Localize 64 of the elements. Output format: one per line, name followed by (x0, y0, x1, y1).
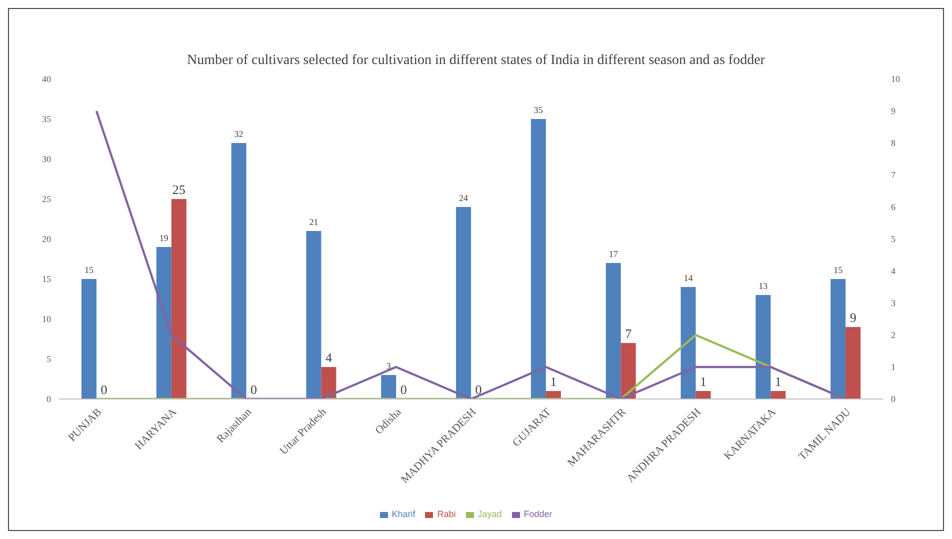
data-label: 21 (309, 217, 318, 227)
y2-tick-label: 9 (891, 106, 896, 116)
bar (171, 199, 186, 399)
y-tick-label: 30 (42, 154, 52, 164)
y-tick-label: 5 (46, 354, 52, 364)
data-label: 0 (250, 382, 258, 397)
y-tick-label: 20 (42, 234, 52, 244)
data-label: 9 (850, 310, 856, 325)
data-label: 0 (475, 382, 482, 397)
legend-label: Fodder (524, 509, 552, 519)
data-label: 3 (386, 361, 392, 371)
legend-label: Kharif (392, 509, 416, 519)
bar (530, 119, 546, 399)
data-label: 17 (608, 249, 618, 259)
bar (606, 263, 621, 399)
y-tick-label: 25 (42, 194, 52, 204)
bar (306, 231, 322, 399)
data-label: 1 (700, 374, 706, 389)
data-label: 13 (758, 281, 768, 291)
bar (456, 207, 472, 399)
data-label: 7 (625, 326, 632, 341)
y2-tick-label: 10 (891, 74, 900, 84)
y-tick-label: 40 (42, 74, 52, 84)
data-label: 1 (550, 374, 557, 389)
y2-tick-label: 6 (891, 202, 896, 212)
data-label: 19 (159, 233, 169, 243)
chart-title: Number of cultivars selected for cultivation in different states of India in different season and as fodder (186, 53, 766, 69)
legend-label: Jayad (478, 509, 502, 519)
y-tick-label: 35 (42, 114, 52, 124)
y2-tick-label: 2 (891, 330, 896, 340)
data-label: 0 (400, 382, 407, 397)
bar (231, 143, 246, 399)
bar (756, 295, 771, 399)
y2-tick-label: 0 (891, 394, 896, 404)
data-label: 0 (100, 382, 108, 397)
data-label: 15 (834, 265, 844, 275)
data-label: 24 (459, 193, 469, 203)
bar (620, 343, 636, 399)
y2-tick-label: 5 (891, 234, 896, 244)
data-label: 25 (172, 182, 186, 197)
y-tick-label: 0 (46, 394, 52, 404)
bar (770, 391, 786, 399)
y-tick-label: 10 (42, 314, 52, 324)
data-label: 15 (84, 265, 94, 275)
bar (81, 279, 96, 399)
y2-tick-label: 7 (891, 170, 896, 180)
bar (156, 247, 172, 399)
bar (846, 327, 861, 399)
data-label: 32 (234, 129, 244, 139)
data-label: 35 (534, 105, 544, 115)
bar (696, 391, 711, 399)
bar (830, 279, 846, 399)
data-label: 1 (774, 374, 782, 389)
y-tick-label: 15 (42, 274, 52, 284)
y2-tick-label: 4 (891, 266, 896, 276)
legend-label: Rabi (437, 509, 456, 519)
bar (381, 375, 396, 399)
bar (680, 287, 696, 399)
y2-tick-label: 8 (891, 138, 896, 148)
data-label: 4 (325, 350, 332, 365)
y2-tick-label: 3 (891, 298, 896, 308)
y2-tick-label: 1 (891, 362, 896, 372)
data-label: 14 (684, 273, 694, 283)
bar (321, 367, 336, 399)
